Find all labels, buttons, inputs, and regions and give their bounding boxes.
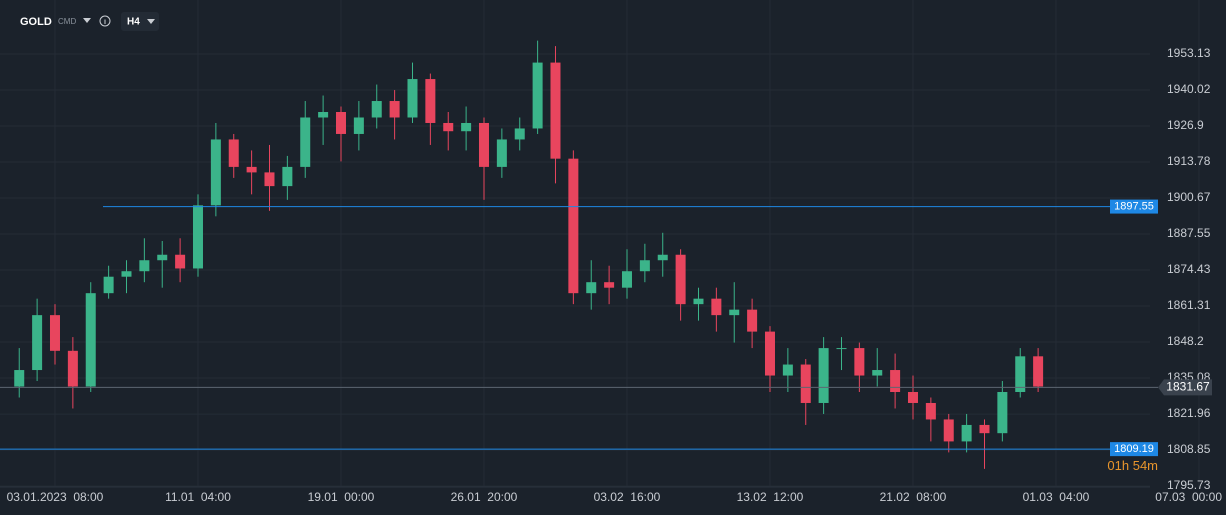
y-tick-label: 1913.78 [1167,154,1211,168]
candle-body [478,122,489,167]
y-tick-label: 1874.43 [1167,262,1211,276]
candle-body [121,271,132,277]
candle-body [675,254,686,305]
candle-body [693,298,704,305]
price-line-label-box [1110,199,1158,214]
timeframe: H4 [127,17,140,28]
candle-body [639,260,650,272]
current-price-label: 1831.67 [1166,380,1210,394]
y-tick-label: 1808.85 [1167,442,1211,456]
dropdown-icon[interactable] [83,18,91,23]
candle-body [800,364,811,403]
candle-body [67,350,78,387]
candle-body [103,276,114,294]
candle-body [14,370,25,387]
y-tick-label: 1887.55 [1167,226,1211,240]
candle-body [228,139,239,167]
current-price-box [1158,379,1212,396]
plot [0,0,1200,487]
candle-body [979,424,990,434]
candle-body [139,260,150,272]
x-tick-label: 21.02 08:00 [880,490,947,504]
market: CMD [58,17,76,26]
candle-body [389,101,400,118]
candle-body [729,309,740,316]
candle-body [175,254,186,269]
candle-body [85,293,96,387]
countdown: 01h 54m [1107,458,1158,473]
candle-body [49,315,60,351]
candle-body [943,419,954,442]
candle-body [657,254,668,261]
candle-body [496,139,507,167]
candle-body [854,348,865,376]
candle-body [711,298,722,316]
candle-body [353,117,364,134]
candle-body [586,282,597,294]
candle-body [264,172,275,187]
y-tick-label: 1861.31 [1167,298,1211,312]
x-tick-label: 03.01.2023 08:00 [7,490,104,504]
candle-body [461,122,472,132]
price-line-label: 1897.55 [1114,200,1154,212]
candle-body [532,62,543,129]
x-tick-label: 26.01 20:00 [451,490,518,504]
candle-body [407,79,418,118]
candle-body [425,79,436,123]
candle-body [1015,356,1026,392]
y-tick-label: 1953.13 [1167,46,1211,60]
candle-body [32,315,43,371]
candle-body [872,370,883,376]
symbol[interactable]: GOLD [20,16,52,28]
candle-body [604,282,615,288]
candle-body [782,364,793,376]
timeframe-button[interactable] [121,12,159,31]
candle-body [568,158,579,294]
y-tick-label: 1900.67 [1167,190,1211,204]
y-tick-label: 1848.2 [1167,334,1204,348]
candle-body [514,128,525,140]
x-tick-label: 07.03 00:00 [1155,490,1222,504]
candle-body [818,348,829,403]
candle-body [550,62,561,159]
candle-body [836,348,847,350]
y-tick-label: 1940.02 [1167,82,1211,96]
candle-body [282,166,293,187]
candle-body [157,254,168,261]
price-line-label: 1809.19 [1114,443,1154,455]
candle-body [443,122,454,132]
timeframe-arrow [147,19,155,24]
candle-body [318,112,329,118]
candle-body [621,271,632,288]
candle-body [371,101,382,118]
candle-body [1033,356,1044,387]
y-tick-label: 1926.9 [1167,118,1204,132]
candle-body [246,166,257,173]
candle-body [925,402,936,420]
candle-body [335,112,346,134]
info-icon[interactable] [99,15,111,27]
candle-body [300,117,311,167]
price-line-label-box [1110,442,1158,457]
y-tick-label: 1821.96 [1167,406,1211,420]
candle-body [907,392,918,403]
candle-body [997,392,1008,434]
x-tick-label: 13.02 12:00 [737,490,804,504]
candle-body [890,370,901,392]
x-tick-label: 19.01 00:00 [308,490,375,504]
x-tick-label: 01.03 04:00 [1023,490,1090,504]
y-tick-label: 1795.73 [1167,478,1211,492]
x-tick-label: 11.01 04:00 [165,490,231,504]
candle-body [764,331,775,376]
candle-body [961,424,972,442]
candle-body [192,205,203,269]
candle-body [210,139,221,206]
x-tick-label: 03.02 16:00 [594,490,661,504]
candle-body [747,309,758,332]
